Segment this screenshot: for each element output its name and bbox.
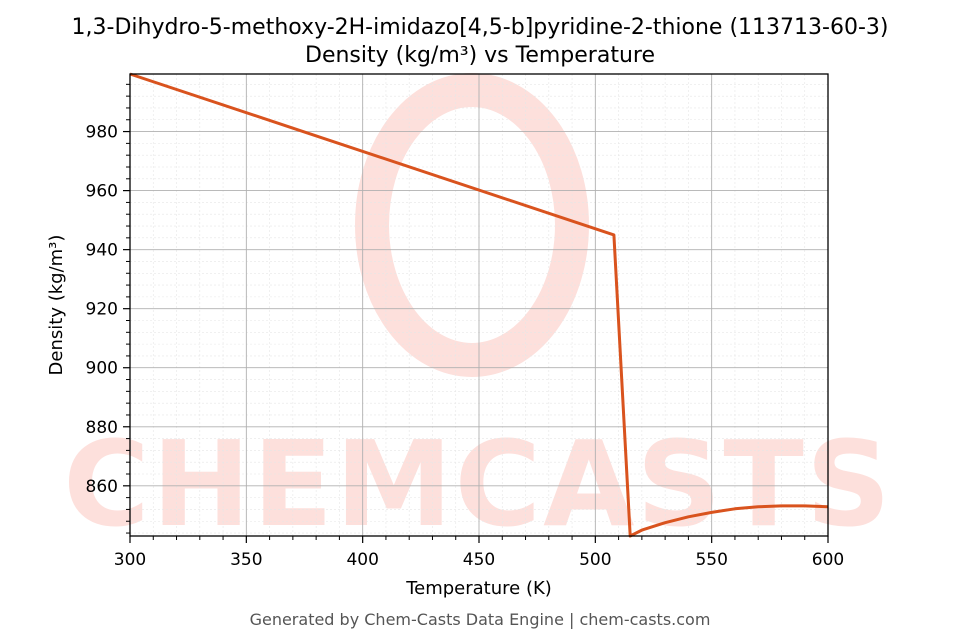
y-tick-label: 980 — [86, 123, 118, 143]
y-axis: 860 880 900 920 940 960 980 — [86, 83, 130, 534]
watermark-text: CHEMCASTS — [63, 415, 893, 553]
watermark: CHEMCASTS — [63, 73, 893, 553]
x-tick-label: 500 — [579, 550, 611, 570]
y-tick-label: 920 — [86, 300, 118, 320]
x-tick-label: 350 — [230, 550, 262, 570]
x-axis: 300 350 400 450 500 550 600 — [114, 536, 844, 570]
y-tick-label: 860 — [86, 477, 118, 497]
x-tick-label: 600 — [812, 550, 844, 570]
watermark-logo-ring — [355, 73, 589, 377]
x-tick-label: 400 — [346, 550, 378, 570]
x-tick-label: 300 — [114, 550, 146, 570]
series-line — [129, 72, 829, 538]
chart-subtitle: Density (kg/m³) vs Temperature — [305, 43, 655, 68]
y-tick-label: 960 — [86, 182, 118, 202]
plot-lines — [129, 72, 829, 538]
x-tick-label: 550 — [695, 550, 727, 570]
chart-title: 1,3-Dihydro-5-methoxy-2H-imidazo[4,5-b]p… — [72, 15, 889, 40]
y-tick-label: 940 — [86, 241, 118, 261]
x-axis-label: Temperature (K) — [405, 578, 552, 599]
y-axis-label: Density (kg/m³) — [46, 235, 67, 376]
y-tick-label: 880 — [86, 418, 118, 438]
footer-credit: Generated by Chem-Casts Data Engine | ch… — [250, 610, 711, 629]
y-tick-label: 900 — [86, 359, 118, 379]
x-tick-label: 450 — [463, 550, 495, 570]
